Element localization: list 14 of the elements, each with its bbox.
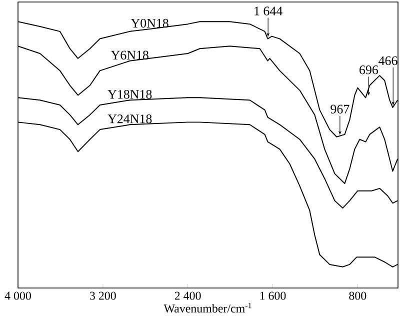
- series-label: Y18N18: [108, 90, 152, 99]
- annotation: 967: [330, 104, 350, 114]
- series-label: Y24N18: [108, 114, 152, 124]
- x-tick-label: 4 000: [4, 292, 31, 300]
- annotation: 696: [360, 66, 378, 74]
- series-label: Y6N18: [110, 50, 148, 60]
- annotation: 1 644: [254, 6, 282, 16]
- x-tick-label: 800: [349, 292, 366, 300]
- x-tick-label: 3 200: [90, 292, 116, 300]
- x-tick-label: 1 600: [260, 292, 286, 300]
- annotation: 466: [378, 56, 398, 66]
- x-axis-title: Wavenumber/cm$^{-1}$: [164, 302, 252, 313]
- x-tick-label: 2 400: [174, 292, 201, 300]
- series-label: Y0N18: [130, 18, 168, 28]
